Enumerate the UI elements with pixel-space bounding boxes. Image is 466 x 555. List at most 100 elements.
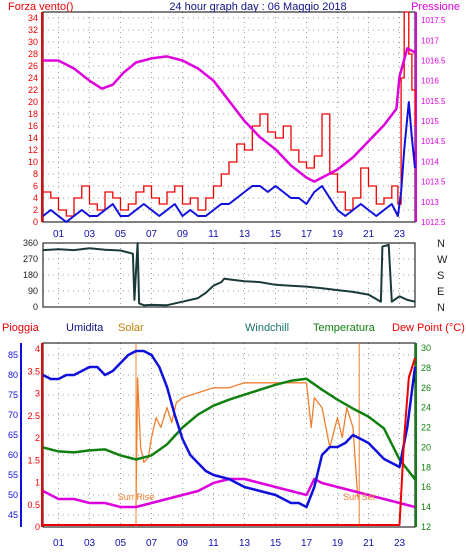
x-tick-label: 01 [53,538,65,549]
y-tick-label-left: 12 [28,145,38,155]
humidity-tick-label: 80 [8,370,18,380]
temperature-tick-label: 28 [421,363,431,373]
x-tick-label: 23 [394,229,406,240]
solar-label: Solar [118,322,144,334]
temperature-tick-label: 24 [421,403,431,413]
humidity-tick-label: 60 [8,450,18,460]
y-tick-label-left: 22 [28,85,38,95]
y-tick-label-right: 1017.5 [421,16,446,25]
y-tick-label-left: 4 [33,193,38,203]
x-tick-label: 11 [208,229,219,240]
temperature-tick-label: 18 [421,462,431,472]
sunrise-label: Sun Rise [118,492,155,502]
y-tick-label-right: 1013 [421,198,439,207]
x-tick-label: 11 [208,538,219,549]
humidity-tick-label: 55 [8,470,18,480]
x-tick-label: 23 [394,538,406,549]
y-tick-label-right: 1017 [421,36,439,45]
x-tick-label: 09 [177,229,189,240]
compass-label: N [437,302,445,314]
gust-series-line [43,11,416,217]
y-tick-label-right: 1016 [421,77,439,86]
temperature-tick-label: 22 [421,423,431,433]
y-tick-label-right: 1016.5 [421,56,446,65]
y-tick-label-left: 180 [23,270,38,280]
temperature-tick-label: 12 [421,522,431,532]
humidity-tick-label: 50 [8,490,18,500]
compass-label: W [437,254,448,266]
compass-label: E [437,286,444,298]
y-tick-label-left: 8 [33,169,38,179]
pressure-series-line [43,47,416,183]
y-tick-label-left: 34 [28,13,38,23]
y-tick-label-left: 32 [28,25,38,35]
mean-wind-series-line [42,101,416,223]
y-tick-label-left: 28 [28,49,38,59]
rain-tick-label: 3 [35,389,40,399]
y-tick-label-left: 0 [33,302,38,312]
x-tick-label: 17 [301,229,313,240]
y-tick-label-left: 6 [33,181,38,191]
rain-tick-label: 2.5 [27,411,40,421]
plot-frame [42,11,416,223]
compass-label: S [437,270,444,282]
x-tick-label: 21 [363,229,375,240]
x-tick-label: 17 [301,538,313,549]
y-tick-label-right: 1012.5 [421,218,446,227]
y-tick-label-left: 14 [28,133,38,143]
y-tick-label-left: 360 [23,238,38,248]
y-tick-label-left: 24 [28,73,38,83]
y-tick-label-left: 20 [28,97,38,107]
humidity-tick-label: 65 [8,430,18,440]
temperature-label: Temperatura [313,322,376,334]
humidity-tick-label: 75 [8,390,18,400]
humidity-tick-label: 70 [8,410,18,420]
y-tick-label-right: 1015.5 [421,97,446,106]
humidity-tick-label: 45 [8,510,18,520]
x-tick-label: 21 [363,538,375,549]
plot-frame [42,242,416,308]
y-tick-label-right: 1015 [421,117,439,126]
rain-tick-label: 4 [35,344,40,354]
sunset-label: Sun Set [343,492,376,502]
x-tick-label: 19 [332,538,344,549]
x-tick-label: 05 [115,538,127,549]
humidity-tick-label: 85 [8,350,18,360]
x-tick-label: 13 [239,538,251,549]
rain-label: Pioggia [2,322,40,334]
dewpoint-series-line [43,357,416,526]
y-tick-label-left: 26 [28,61,38,71]
temperature-tick-label: 16 [421,482,431,492]
x-tick-label: 13 [239,229,251,240]
y-tick-label-left: 2 [33,205,38,215]
temperature-tick-label: 26 [421,383,431,393]
x-tick-label: 03 [84,538,96,549]
wind-direction-series-line [42,242,416,307]
y-tick-label-left: 0 [33,217,38,227]
humidity-series-line [42,349,417,509]
compass-label: N [437,238,445,250]
temperature-tick-label: 30 [421,343,431,353]
left-axis-title: Forza vento() [8,1,73,13]
temperature-series-line [42,377,416,481]
x-tick-label: 15 [270,229,282,240]
humidity-label: Umidita [66,322,104,334]
temperature-tick-label: 14 [421,502,431,512]
x-tick-label: 09 [177,538,189,549]
x-tick-label: 05 [115,229,127,240]
temperature-tick-label: 20 [421,442,431,452]
x-tick-label: 07 [146,538,158,549]
rain-tick-label: 1 [35,478,40,488]
y-tick-label-left: 30 [28,37,38,47]
y-tick-label-left: 270 [23,254,38,264]
x-tick-label: 01 [53,229,65,240]
y-tick-label-left: 18 [28,109,38,119]
y-tick-label-right: 1014 [421,157,439,166]
x-tick-label: 03 [84,229,96,240]
x-tick-label: 19 [332,229,344,240]
rain-tick-label: 2 [35,433,40,443]
y-tick-label-right: 1013.5 [421,178,446,187]
y-tick-label-left: 90 [28,286,38,296]
